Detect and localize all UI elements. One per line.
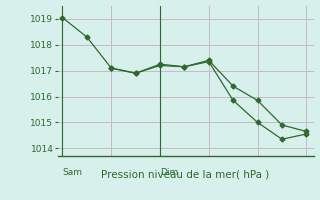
Text: Sam: Sam	[62, 168, 83, 177]
X-axis label: Pression niveau de la mer( hPa ): Pression niveau de la mer( hPa )	[101, 170, 270, 180]
Text: Dim: Dim	[160, 168, 178, 177]
